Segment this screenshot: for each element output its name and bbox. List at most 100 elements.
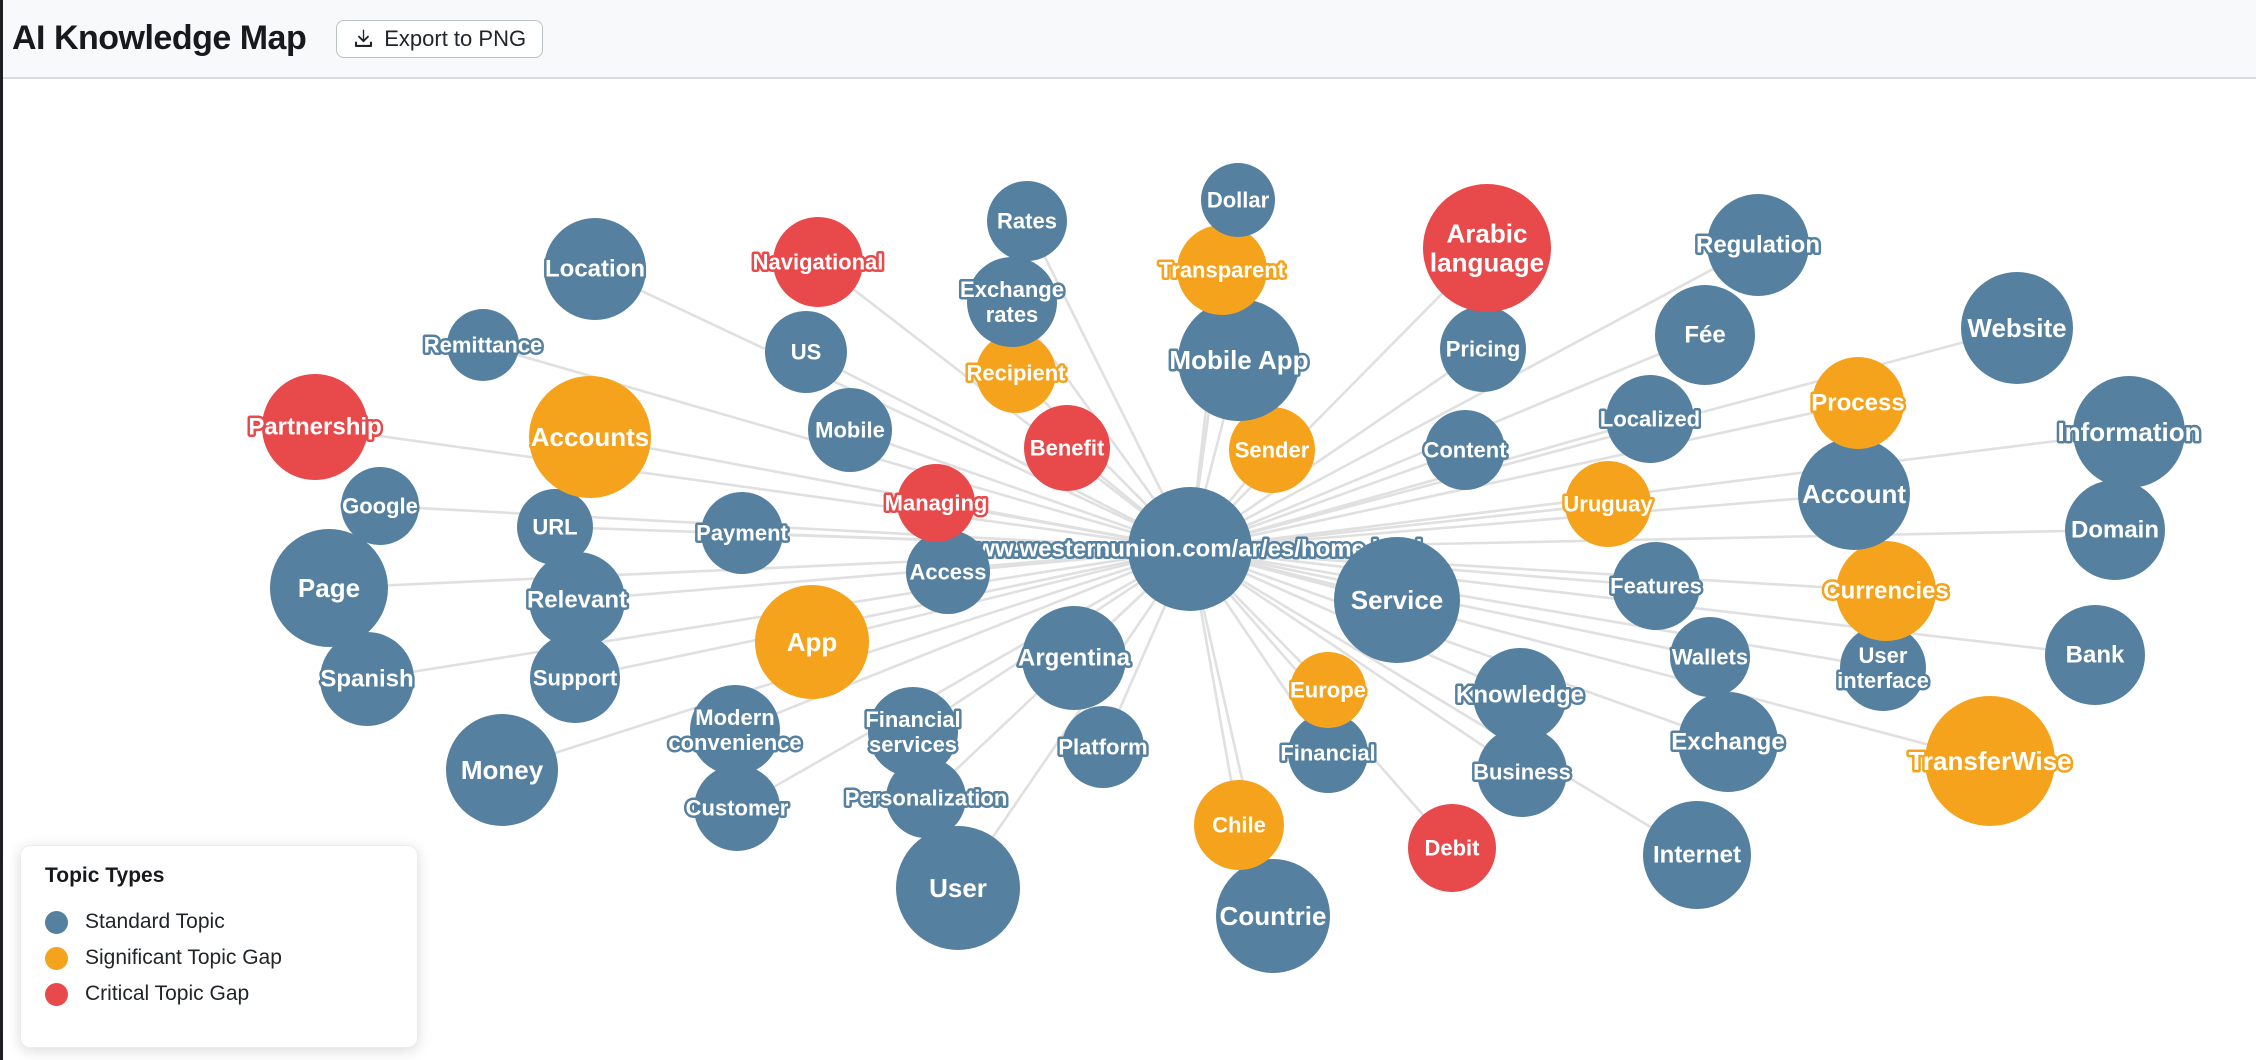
topic-node-platform[interactable]: Platform (1056, 706, 1150, 788)
topic-circle[interactable] (1128, 487, 1252, 611)
topic-circle[interactable] (1925, 696, 2055, 826)
topic-circle[interactable] (1177, 225, 1267, 315)
topic-node-location[interactable]: Location (543, 218, 648, 320)
topic-circle[interactable] (1678, 692, 1778, 792)
topic-node-sender[interactable]: Sender (1229, 407, 1315, 493)
topic-circle[interactable] (262, 374, 368, 480)
topic-circle[interactable] (1612, 542, 1700, 630)
topic-circle[interactable] (1024, 405, 1110, 491)
topic-circle[interactable] (1216, 859, 1330, 973)
topic-circle[interactable] (1440, 306, 1526, 392)
topic-circle[interactable] (529, 376, 651, 498)
topic-circle[interactable] (694, 765, 780, 851)
topic-circle[interactable] (1477, 727, 1567, 817)
topic-node-bank[interactable]: Bank (2045, 605, 2145, 705)
topic-node-financial[interactable]: Financial (1278, 713, 1378, 793)
topic-circle[interactable] (1840, 625, 1926, 711)
topic-circle[interactable] (1334, 537, 1460, 663)
topic-circle[interactable] (1473, 648, 1567, 742)
topic-node-recipient[interactable]: Recipient (964, 333, 1069, 413)
central-node[interactable]: www.westernunion.com/ar/es/home.html (954, 487, 1425, 611)
topic-node-transparent[interactable]: Transparent (1157, 225, 1288, 315)
topic-circle[interactable] (1290, 652, 1366, 728)
topic-node-money[interactable]: Money (446, 714, 558, 826)
topic-circle[interactable] (1201, 163, 1275, 237)
topic-node-content[interactable]: Content (1421, 410, 1510, 490)
topic-node-mobile[interactable]: Mobile (808, 388, 892, 472)
topic-node-support[interactable]: Support (530, 633, 620, 723)
topic-node-benefit[interactable]: Benefit (1024, 405, 1110, 491)
topic-node-page[interactable]: Page (270, 529, 388, 647)
topic-node-dollar[interactable]: Dollar (1201, 163, 1275, 237)
topic-node-personalization[interactable]: Personalization (842, 758, 1010, 838)
topic-circle[interactable] (517, 489, 593, 565)
topic-circle[interactable] (530, 633, 620, 723)
topic-node-accounts[interactable]: Accounts (528, 376, 652, 498)
topic-node-exchange[interactable]: Exchange (1669, 692, 1787, 792)
topic-circle[interactable] (529, 552, 625, 648)
topic-circle[interactable] (1229, 407, 1315, 493)
topic-circle[interactable] (1643, 801, 1751, 909)
topic-circle[interactable] (2045, 605, 2145, 705)
topic-node-payment[interactable]: Payment (694, 492, 791, 574)
topic-circle[interactable] (896, 826, 1020, 950)
topic-node-app[interactable]: App (755, 585, 869, 699)
topic-node-europe[interactable]: Europe (1288, 652, 1368, 728)
topic-circle[interactable] (1062, 706, 1144, 788)
topic-node-user[interactable]: User (896, 826, 1020, 950)
topic-circle[interactable] (1022, 606, 1126, 710)
topic-node-chile[interactable]: Chile (1194, 780, 1284, 870)
topic-node-managing[interactable]: Managing (882, 464, 990, 542)
topic-node-pricing[interactable]: Pricing (1440, 306, 1526, 392)
topic-node-url[interactable]: URL (517, 489, 593, 565)
topic-node-domain[interactable]: Domain (2065, 480, 2165, 580)
topic-circle[interactable] (967, 257, 1057, 347)
topic-circle[interactable] (1961, 272, 2073, 384)
topic-circle[interactable] (906, 530, 990, 614)
topic-node-internet[interactable]: Internet (1643, 801, 1751, 909)
topic-circle[interactable] (886, 758, 966, 838)
topic-circle[interactable] (1194, 780, 1284, 870)
topic-circle[interactable] (690, 685, 780, 775)
topic-node-service[interactable]: Service (1334, 537, 1460, 663)
topic-node-us[interactable]: US (765, 311, 847, 393)
topic-node-localized[interactable]: Localized (1597, 375, 1703, 463)
topic-node-transferwise[interactable]: TransferWise (1906, 696, 2074, 826)
topic-node-argentina[interactable]: Argentina (1015, 606, 1133, 710)
topic-circle[interactable] (868, 687, 958, 777)
topic-node-uruguay[interactable]: Uruguay (1561, 461, 1656, 547)
topic-circle[interactable] (987, 181, 1067, 261)
topic-node-arabic-language[interactable]: Arabic language (1423, 184, 1551, 312)
topic-node-spanish[interactable]: Spanish (318, 632, 416, 726)
topic-node-mobile-app[interactable]: Mobile App (1167, 299, 1311, 421)
topic-node-f-e[interactable]: Fée (1655, 285, 1755, 385)
topic-node-customer[interactable]: Customer (683, 765, 791, 851)
topic-circle[interactable] (446, 714, 558, 826)
topic-node-relevant[interactable]: Relevant (524, 552, 630, 648)
topic-circle[interactable] (341, 467, 419, 545)
topic-circle[interactable] (2073, 376, 2185, 488)
topic-circle[interactable] (1408, 804, 1496, 892)
topic-node-google[interactable]: Google (340, 467, 420, 545)
topic-node-business[interactable]: Business (1471, 727, 1573, 817)
topic-circle[interactable] (755, 585, 869, 699)
topic-circle[interactable] (544, 218, 646, 320)
topic-node-features[interactable]: Features (1608, 542, 1704, 630)
topic-node-exchange-rates[interactable]: Exchange rates (958, 257, 1066, 347)
topic-circle[interactable] (765, 311, 847, 393)
topic-node-access[interactable]: Access (906, 530, 990, 614)
topic-circle[interactable] (1288, 713, 1368, 793)
topic-circle[interactable] (1178, 299, 1300, 421)
topic-node-account[interactable]: Account (1798, 438, 1910, 550)
topic-circle[interactable] (1670, 617, 1750, 697)
topic-circle[interactable] (1423, 184, 1551, 312)
topic-node-navigational[interactable]: Navigational (750, 217, 886, 307)
topic-circle[interactable] (447, 309, 519, 381)
topic-node-remittance[interactable]: Remittance (421, 309, 545, 381)
topic-node-regulation[interactable]: Regulation (1694, 194, 1823, 296)
topic-node-information[interactable]: Information (2055, 376, 2203, 488)
topic-circle[interactable] (1565, 461, 1651, 547)
topic-node-rates[interactable]: Rates (987, 181, 1067, 261)
topic-circle[interactable] (808, 388, 892, 472)
topic-node-process[interactable]: Process (1809, 357, 1907, 449)
